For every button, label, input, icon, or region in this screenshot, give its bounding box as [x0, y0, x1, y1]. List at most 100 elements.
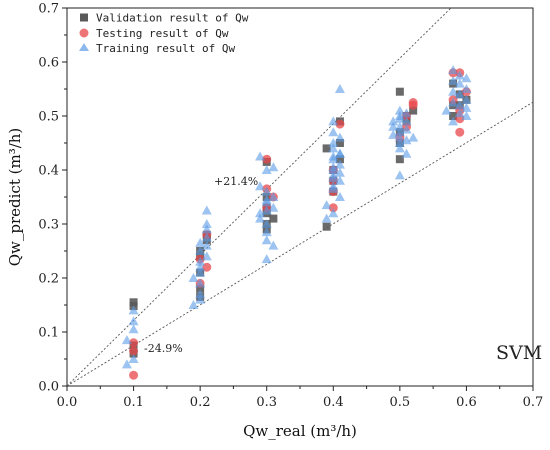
point-training — [454, 100, 465, 110]
x-tick-label: 0.4 — [323, 395, 344, 410]
point-training — [448, 97, 459, 107]
point-training — [328, 116, 339, 126]
point-training — [394, 113, 405, 123]
point-testing — [129, 338, 139, 348]
point-training — [454, 108, 465, 118]
legend-marker-validation — [80, 13, 88, 22]
point-training — [261, 165, 272, 174]
point-training — [195, 278, 206, 288]
reference-line-1 — [67, 101, 533, 386]
point-training — [394, 138, 405, 147]
point-training — [334, 175, 345, 185]
point-testing — [408, 100, 418, 110]
point-validation — [335, 139, 344, 147]
point-training — [401, 124, 412, 134]
point-training — [454, 89, 465, 99]
point-training — [394, 121, 405, 131]
point-training — [261, 186, 272, 196]
annotation-minus-line-label: -24.9% — [144, 342, 183, 355]
legend-label-testing: Testing result of Qw — [96, 27, 229, 40]
point-training — [261, 235, 272, 245]
legend: Validation result of Qw Testing result o… — [79, 12, 249, 55]
point-training — [195, 294, 206, 304]
point-training — [268, 202, 279, 212]
x-tick-label: 0.2 — [190, 395, 211, 410]
point-training — [188, 300, 199, 309]
annotation-plus-line-label: +21.4% — [214, 175, 258, 188]
point-training — [121, 335, 132, 345]
y-tick-label: 0.3 — [38, 218, 59, 233]
point-validation — [449, 112, 458, 120]
point-testing — [129, 370, 139, 380]
x-tick-label: 0.7 — [523, 395, 544, 410]
x-tick-label: 0.5 — [390, 395, 411, 410]
point-training — [128, 316, 139, 326]
point-training — [334, 192, 345, 201]
point-training — [261, 227, 272, 237]
point-training — [388, 121, 399, 131]
point-training — [328, 183, 339, 193]
point-training — [195, 262, 206, 272]
point-training — [394, 127, 405, 137]
point-training — [328, 127, 339, 137]
y-tick-label: 0.1 — [38, 326, 59, 341]
point-training — [328, 165, 339, 174]
point-training — [394, 105, 405, 115]
point-validation — [335, 155, 344, 164]
point-training — [334, 148, 345, 158]
point-training — [195, 289, 206, 299]
point-training — [261, 219, 272, 228]
point-testing — [335, 119, 345, 129]
point-training — [334, 132, 345, 142]
point-training — [454, 70, 465, 80]
point-validation — [395, 155, 404, 164]
point-training — [394, 170, 405, 180]
plot-area-frame — [66, 7, 534, 387]
point-training — [195, 256, 206, 266]
point-training — [201, 240, 212, 250]
point-validation — [322, 222, 331, 231]
axes: 0.0 0.1 0.2 0.3 0.4 0.5 0.6 0.7 0.0 0.1 0.2 0.3 0.4 0… — [38, 2, 543, 411]
point-training — [441, 105, 452, 115]
point-training — [201, 232, 212, 242]
point-training — [255, 181, 266, 191]
point-training — [334, 84, 345, 93]
point-training — [261, 254, 272, 264]
point-training — [448, 65, 459, 75]
y-tick-label: 0.2 — [38, 272, 59, 287]
point-validation — [196, 284, 205, 293]
point-testing — [328, 203, 338, 213]
point-training — [448, 116, 459, 126]
point-training — [195, 267, 206, 277]
x-tick-label: 0.0 — [57, 395, 78, 410]
y-tick-label: 0.0 — [38, 380, 59, 395]
point-training — [128, 354, 139, 363]
point-training — [328, 154, 339, 164]
x-tick-label: 0.1 — [123, 395, 144, 410]
point-training — [128, 305, 139, 315]
point-training — [321, 200, 332, 210]
point-training — [388, 116, 399, 126]
point-training — [255, 213, 266, 223]
legend-marker-training — [79, 43, 89, 51]
y-tick-label: 0.4 — [38, 164, 59, 179]
point-training — [268, 240, 279, 250]
point-training — [268, 162, 279, 172]
data-points — [121, 65, 472, 380]
point-training — [255, 208, 266, 218]
point-testing — [455, 127, 465, 137]
point-training — [188, 273, 199, 282]
point-validation — [322, 144, 331, 153]
point-validation — [395, 87, 404, 96]
point-training — [394, 132, 405, 142]
point-training — [328, 138, 339, 147]
legend-label-training: Training result of Qw — [96, 42, 235, 55]
point-training — [401, 148, 412, 158]
point-training — [408, 132, 419, 142]
point-training — [201, 219, 212, 228]
y-axis-title: Qw_predict (m³/h) — [6, 128, 24, 267]
point-training — [461, 102, 472, 112]
point-validation — [409, 106, 418, 115]
point-training — [328, 208, 339, 218]
